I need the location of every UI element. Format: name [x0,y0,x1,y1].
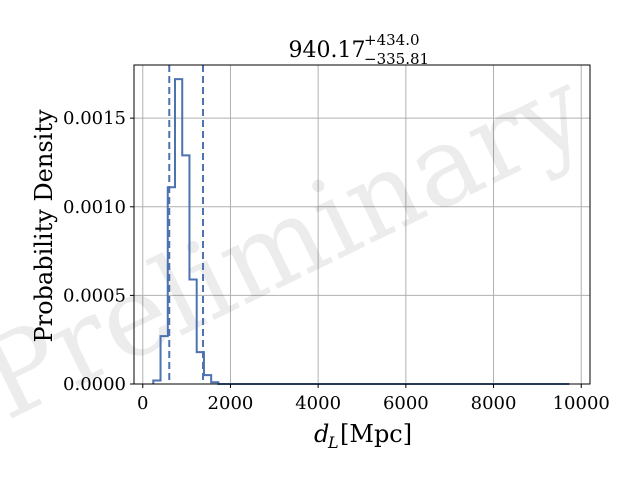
y-tick-label: 0.0010 [63,197,126,218]
histogram-series [152,78,570,385]
chart-title-lower-error: −335.81 [364,50,429,68]
x-tick-label: 0 [137,393,148,414]
credible-interval-lines [168,65,205,384]
x-tick-label: 4000 [295,393,341,414]
y-tick-label: 0.0000 [63,374,126,395]
x-axis-ticks: 0 2000 4000 6000 8000 10000 [137,384,610,414]
x-tick-label: 2000 [208,393,254,414]
x-axis-label-unit: [Mpc] [340,420,412,448]
chart-title-upper-error: +434.0 [364,31,420,49]
y-tick-label: 0.0005 [63,285,126,306]
y-axis-ticks: 0.0000 0.0005 0.0010 0.0015 [63,108,134,395]
x-tick-label: 8000 [471,393,517,414]
x-tick-label: 10000 [553,393,610,414]
y-tick-label: 0.0015 [63,108,126,129]
plot-frame [133,64,591,385]
y-axis-label: Probability Density [30,109,58,343]
x-axis-label-variable: d [314,420,329,448]
x-axis-label-subscript: L [327,433,339,452]
chart-title-median: 940.17 [289,38,366,63]
x-tick-label: 6000 [383,393,429,414]
